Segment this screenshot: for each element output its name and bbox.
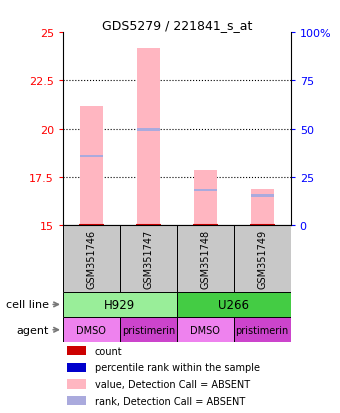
Bar	[137, 129, 160, 132]
Text: count: count	[95, 346, 122, 356]
Bar	[177, 226, 234, 292]
Text: value, Detection Call = ABSENT: value, Detection Call = ABSENT	[95, 379, 250, 389]
Bar	[194, 190, 217, 192]
Bar	[251, 189, 274, 226]
Text: rank, Detection Call = ABSENT: rank, Detection Call = ABSENT	[95, 396, 245, 406]
Bar	[234, 317, 291, 343]
Bar	[80, 106, 103, 226]
Text: pristimerin: pristimerin	[236, 325, 289, 335]
Bar	[67, 363, 86, 372]
Text: cell line: cell line	[6, 300, 49, 310]
Bar	[120, 317, 177, 343]
Text: H929: H929	[104, 298, 135, 311]
Bar	[251, 195, 274, 197]
Bar	[67, 346, 86, 356]
Bar	[63, 317, 120, 343]
Text: GSM351748: GSM351748	[200, 229, 210, 288]
Bar	[234, 226, 291, 292]
Title: GDS5279 / 221841_s_at: GDS5279 / 221841_s_at	[102, 19, 252, 32]
Bar	[80, 155, 103, 158]
Bar	[67, 380, 86, 389]
Bar	[63, 226, 120, 292]
Bar	[63, 292, 177, 317]
Bar	[137, 48, 160, 226]
Text: pristimerin: pristimerin	[122, 325, 175, 335]
Text: DMSO: DMSO	[76, 325, 106, 335]
Text: GSM351747: GSM351747	[143, 229, 153, 288]
Text: GSM351746: GSM351746	[86, 229, 96, 288]
Text: DMSO: DMSO	[190, 325, 220, 335]
Bar	[194, 171, 217, 226]
Bar	[177, 292, 291, 317]
Text: percentile rank within the sample: percentile rank within the sample	[95, 363, 260, 373]
Text: U266: U266	[218, 298, 249, 311]
Bar	[120, 226, 177, 292]
Bar	[67, 396, 86, 405]
Text: agent: agent	[16, 325, 49, 335]
Bar	[177, 317, 234, 343]
Text: GSM351749: GSM351749	[257, 229, 267, 288]
